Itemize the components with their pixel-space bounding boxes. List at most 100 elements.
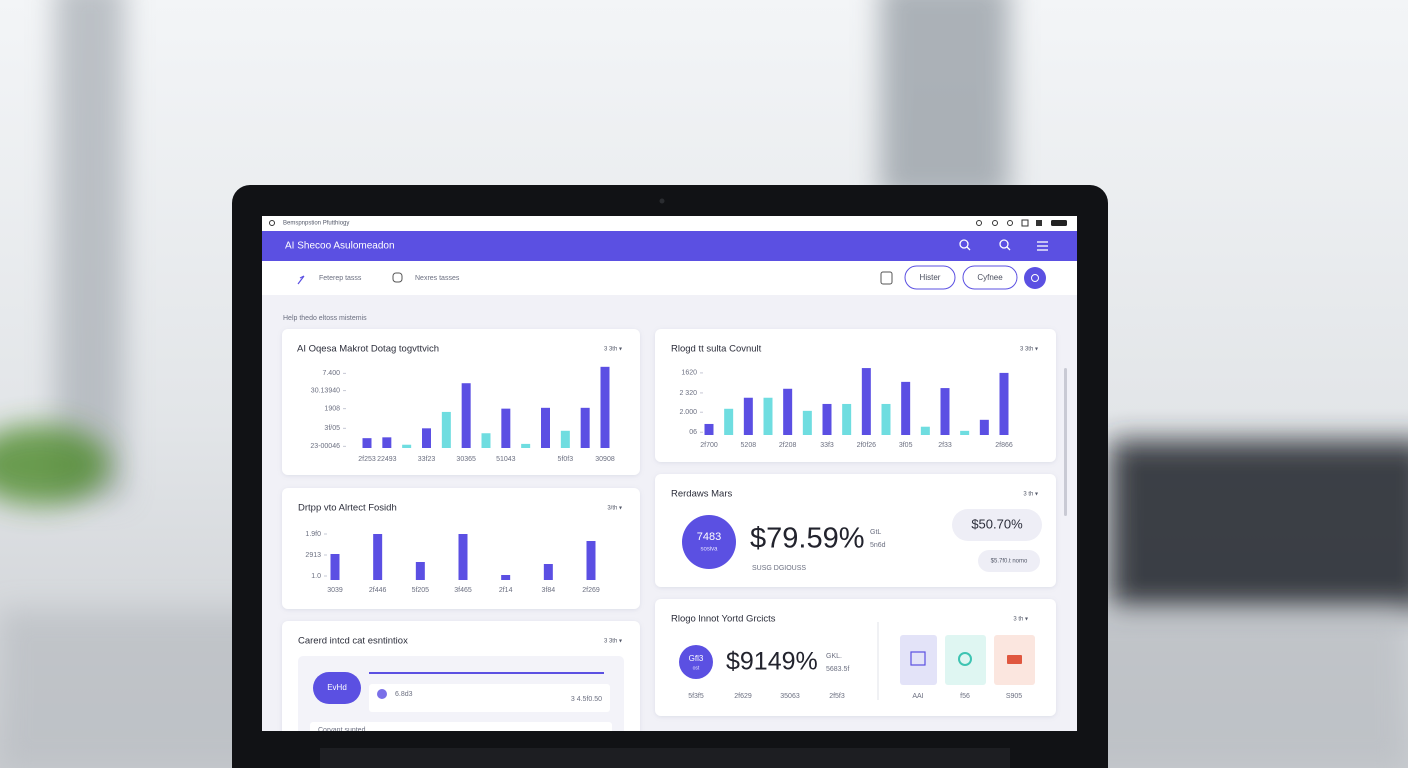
x-tick-label: 2f33 <box>938 442 952 449</box>
metric-side: 5n6d <box>870 542 886 549</box>
nav-link[interactable]: Feterep tasss <box>319 275 362 282</box>
x-tick-label: 2f446 <box>369 587 387 594</box>
metric-value: $79.59% <box>750 523 865 555</box>
bar <box>861 368 871 435</box>
avatar-button[interactable] <box>1024 267 1046 289</box>
x-tick-label: 33f23 <box>418 456 436 463</box>
card <box>655 599 1056 716</box>
status-icon <box>1007 220 1013 226</box>
window-frame <box>55 0 125 500</box>
status-icon <box>976 220 982 226</box>
card-title: Carerd intcd cat esntintiox <box>298 636 408 647</box>
nav-icon <box>392 272 403 283</box>
y-tick-label: 23-00046 <box>310 443 340 450</box>
status-icons <box>976 219 1067 227</box>
bar <box>415 562 425 580</box>
card-menu[interactable]: 3 3th ▾ <box>604 639 622 645</box>
app-title: AI Shecoo Asulomeadon <box>285 241 395 252</box>
window-frame <box>880 0 1010 200</box>
card-title: Rlogd tt sulta Covnult <box>671 344 762 355</box>
bar <box>501 408 511 448</box>
bar <box>422 428 431 448</box>
bar <box>580 407 590 448</box>
list-pill[interactable] <box>313 672 361 704</box>
sub-pill[interactable] <box>978 550 1040 572</box>
card-menu[interactable]: 3/th ▾ <box>607 506 622 512</box>
tile-label: S905 <box>1006 693 1022 700</box>
y-tick-label: 06 <box>689 429 697 436</box>
camera <box>659 198 665 204</box>
toolbar-icon[interactable] <box>880 271 893 285</box>
button[interactable] <box>904 265 956 290</box>
x-tick-label: 2f14 <box>499 587 513 594</box>
bar <box>999 372 1009 435</box>
avatar-icon <box>1031 274 1039 282</box>
search-button[interactable] <box>959 239 971 251</box>
bar <box>783 388 793 435</box>
badge-label: sosiva <box>700 547 718 553</box>
list-pill-label[interactable]: EvHd <box>327 683 347 692</box>
sub-pill-label[interactable]: $5.7f0.t nomo <box>991 559 1028 565</box>
tile[interactable] <box>945 635 986 685</box>
tile[interactable] <box>900 635 937 685</box>
list-item-label: 6.8d3 <box>395 691 413 698</box>
x-tick-label: 2f866 <box>995 442 1013 449</box>
card-menu[interactable]: 3 3th ▾ <box>604 347 622 353</box>
section-label: Help thedo eltoss mistemis <box>283 315 367 322</box>
bar <box>901 381 911 435</box>
nav-icon <box>297 275 305 285</box>
bar <box>461 383 471 448</box>
metric-side: GtL <box>870 529 881 536</box>
button-label[interactable]: Hister <box>920 273 941 282</box>
plant <box>0 425 110 505</box>
card-menu[interactable]: 3 th ▾ <box>1023 492 1038 498</box>
menu-button[interactable] <box>1037 241 1048 251</box>
x-tick-label: 5208 <box>741 442 757 449</box>
y-tick-label: 2.000 <box>679 409 697 416</box>
dark-furniture <box>1110 440 1408 610</box>
metric-caption: SUSG DGIOUSS <box>752 565 806 572</box>
bar <box>330 554 340 580</box>
bar <box>402 444 412 448</box>
badge-label: ost <box>693 665 700 671</box>
x-tick-label: 2f208 <box>779 442 797 449</box>
goal-value: $9149% <box>726 648 818 676</box>
metric-pill-value: $50.70% <box>971 516 1023 531</box>
bar <box>881 403 891 435</box>
bar <box>373 534 383 580</box>
list-item-icon <box>377 689 387 699</box>
y-tick-label: 1908 <box>324 405 340 412</box>
card-title: Rerdaws Mars <box>671 489 732 500</box>
list-item[interactable] <box>369 684 610 712</box>
bar <box>501 575 511 580</box>
x-tick-label: 22493 <box>377 456 397 463</box>
bar <box>458 534 468 580</box>
card <box>655 474 1056 587</box>
button[interactable] <box>962 265 1018 290</box>
card-menu[interactable]: 3 3th ▾ <box>1020 347 1038 353</box>
status-title: Bemspnpstion Pfutthiogy <box>283 221 349 227</box>
list-item[interactable] <box>310 722 612 742</box>
y-tick-label: 1.9f0 <box>305 531 321 538</box>
card <box>655 329 1056 462</box>
card-title: Rlogo lnnot Yortd Grcicts <box>671 614 776 625</box>
x-tick-label: 3f05 <box>899 442 913 449</box>
x-tick-label: 30908 <box>595 456 615 463</box>
button-label[interactable]: Cyfnee <box>977 273 1003 282</box>
nav-link[interactable]: Nexres tasses <box>415 275 460 282</box>
tile-icon <box>958 652 972 666</box>
goal-label: 35063 <box>780 693 800 700</box>
y-tick-label: 1.0 <box>311 573 321 580</box>
charts: 7.400 30.13940 1908 3f/05 23-00046 2f253 22493… <box>305 366 1013 594</box>
status-icon <box>992 220 998 226</box>
search-button[interactable] <box>999 239 1011 251</box>
card-menu[interactable]: 3 th ▾ <box>1013 617 1028 623</box>
bar <box>521 443 531 448</box>
app-header <box>262 231 1077 261</box>
badge-value: Gfl3 <box>689 654 704 663</box>
tile-icon <box>910 651 926 666</box>
x-tick-label: 30365 <box>456 456 476 463</box>
x-tick-label: 2f700 <box>700 442 718 449</box>
x-tick-label: 5f0f3 <box>558 456 574 463</box>
bar <box>842 403 852 435</box>
